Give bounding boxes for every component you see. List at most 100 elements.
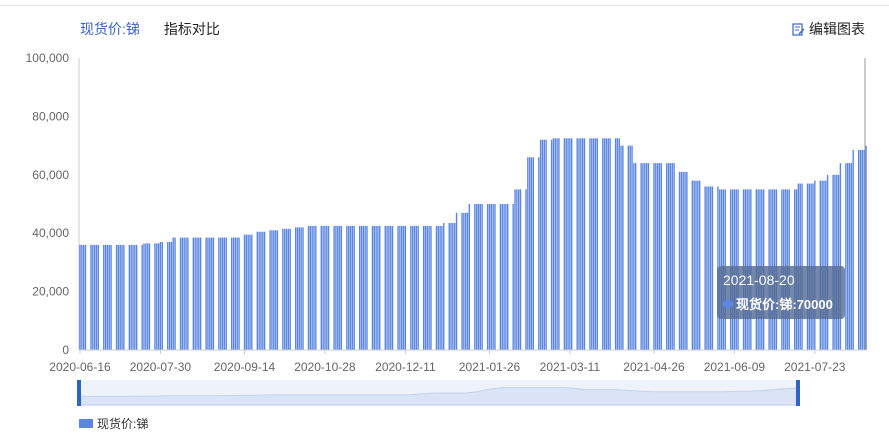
price-bar[interactable] bbox=[618, 138, 620, 350]
price-bar[interactable] bbox=[602, 138, 604, 350]
tab-indicator-compare[interactable]: 指标对比 bbox=[163, 21, 220, 37]
price-bar[interactable] bbox=[627, 145, 630, 350]
price-bar[interactable] bbox=[461, 212, 463, 350]
price-bar[interactable] bbox=[834, 174, 836, 350]
price-bar[interactable] bbox=[494, 204, 496, 350]
price-bar[interactable] bbox=[364, 225, 366, 350]
price-bar[interactable] bbox=[294, 227, 297, 350]
price-bar[interactable] bbox=[454, 222, 456, 350]
price-bar[interactable] bbox=[410, 225, 412, 350]
price-bar[interactable] bbox=[603, 138, 606, 350]
price-bar[interactable] bbox=[187, 237, 189, 350]
price-bar[interactable] bbox=[863, 149, 865, 350]
price-bar[interactable] bbox=[179, 237, 182, 350]
price-bar[interactable] bbox=[349, 225, 352, 350]
price-bar[interactable] bbox=[302, 227, 304, 350]
price-bar[interactable] bbox=[298, 227, 301, 350]
price-bar[interactable] bbox=[545, 139, 547, 350]
price-bar[interactable] bbox=[110, 244, 112, 350]
price-bar[interactable] bbox=[437, 225, 439, 350]
price-bar[interactable] bbox=[307, 225, 310, 350]
price-bar[interactable] bbox=[300, 227, 302, 350]
price-bar[interactable] bbox=[543, 139, 545, 350]
price-bar[interactable] bbox=[435, 225, 438, 350]
price-bar[interactable] bbox=[362, 225, 365, 350]
price-bar[interactable] bbox=[580, 138, 582, 350]
price-bar[interactable] bbox=[234, 237, 237, 350]
price-bar[interactable] bbox=[399, 225, 401, 350]
price-bar[interactable] bbox=[167, 241, 169, 350]
price-bar[interactable] bbox=[371, 225, 374, 350]
price-bar[interactable] bbox=[516, 189, 518, 350]
price-bar[interactable] bbox=[450, 222, 452, 350]
price-bar[interactable] bbox=[671, 163, 673, 350]
price-bar[interactable] bbox=[655, 163, 657, 350]
price-bar[interactable] bbox=[596, 138, 598, 350]
price-bar[interactable] bbox=[92, 244, 94, 350]
price-bar[interactable] bbox=[539, 139, 542, 350]
price-bar[interactable] bbox=[519, 189, 522, 350]
price-bar[interactable] bbox=[503, 204, 505, 350]
price-bar[interactable] bbox=[327, 225, 330, 350]
price-bar[interactable] bbox=[556, 138, 558, 350]
price-bar[interactable] bbox=[475, 204, 478, 350]
price-bar[interactable] bbox=[525, 189, 527, 350]
price-bar[interactable] bbox=[821, 180, 823, 350]
price-bar[interactable] bbox=[616, 138, 619, 350]
price-bar[interactable] bbox=[594, 138, 597, 350]
price-bar[interactable] bbox=[123, 244, 125, 350]
price-bar[interactable] bbox=[401, 225, 403, 350]
price-bar[interactable] bbox=[287, 228, 290, 350]
price-bar[interactable] bbox=[210, 237, 213, 350]
price-bar[interactable] bbox=[326, 225, 328, 350]
price-bar[interactable] bbox=[631, 145, 633, 350]
price-bar[interactable] bbox=[468, 204, 471, 350]
price-bar[interactable] bbox=[490, 204, 492, 350]
price-bar[interactable] bbox=[684, 171, 686, 350]
price-bar[interactable] bbox=[209, 237, 211, 350]
price-bar[interactable] bbox=[865, 145, 867, 350]
price-bar[interactable] bbox=[285, 228, 288, 350]
price-bar[interactable] bbox=[274, 230, 277, 350]
price-bar[interactable] bbox=[569, 138, 571, 350]
price-bar[interactable] bbox=[315, 225, 317, 350]
price-bar[interactable] bbox=[411, 225, 414, 350]
price-bar[interactable] bbox=[309, 225, 312, 350]
price-bar[interactable] bbox=[333, 225, 335, 350]
price-bar[interactable] bbox=[852, 149, 854, 350]
price-bar[interactable] bbox=[697, 180, 699, 350]
price-bar[interactable] bbox=[576, 138, 578, 350]
price-bar[interactable] bbox=[448, 222, 450, 350]
price-bar[interactable] bbox=[583, 138, 586, 350]
price-bar[interactable] bbox=[221, 237, 224, 350]
price-bar[interactable] bbox=[145, 243, 147, 350]
price-bar[interactable] bbox=[660, 163, 662, 350]
price-bar[interactable] bbox=[667, 163, 670, 350]
price-bar[interactable] bbox=[269, 230, 271, 350]
price-bar[interactable] bbox=[656, 163, 659, 350]
price-bar[interactable] bbox=[633, 163, 635, 350]
price-bar[interactable] bbox=[678, 171, 681, 350]
price-bar[interactable] bbox=[481, 204, 483, 350]
price-bar[interactable] bbox=[424, 225, 427, 350]
price-bar[interactable] bbox=[375, 225, 377, 350]
price-bar[interactable] bbox=[527, 157, 529, 350]
price-bar[interactable] bbox=[642, 163, 644, 350]
price-bar[interactable] bbox=[104, 244, 107, 350]
price-bar[interactable] bbox=[84, 244, 87, 350]
edit-chart-button[interactable]: 编辑图表 bbox=[792, 19, 865, 39]
price-bar[interactable] bbox=[708, 186, 710, 350]
price-bar[interactable] bbox=[839, 163, 842, 350]
price-bar[interactable] bbox=[455, 212, 458, 350]
price-bar[interactable] bbox=[313, 225, 315, 350]
price-bar[interactable] bbox=[95, 244, 98, 350]
price-bar[interactable] bbox=[653, 163, 655, 350]
price-bar[interactable] bbox=[249, 234, 251, 350]
price-bar[interactable] bbox=[850, 163, 853, 350]
price-bar[interactable] bbox=[439, 225, 441, 350]
price-bar[interactable] bbox=[592, 138, 595, 350]
price-bar[interactable] bbox=[826, 174, 829, 350]
price-bar[interactable] bbox=[413, 225, 416, 350]
price-bar[interactable] bbox=[335, 225, 337, 350]
price-bar[interactable] bbox=[388, 225, 390, 350]
